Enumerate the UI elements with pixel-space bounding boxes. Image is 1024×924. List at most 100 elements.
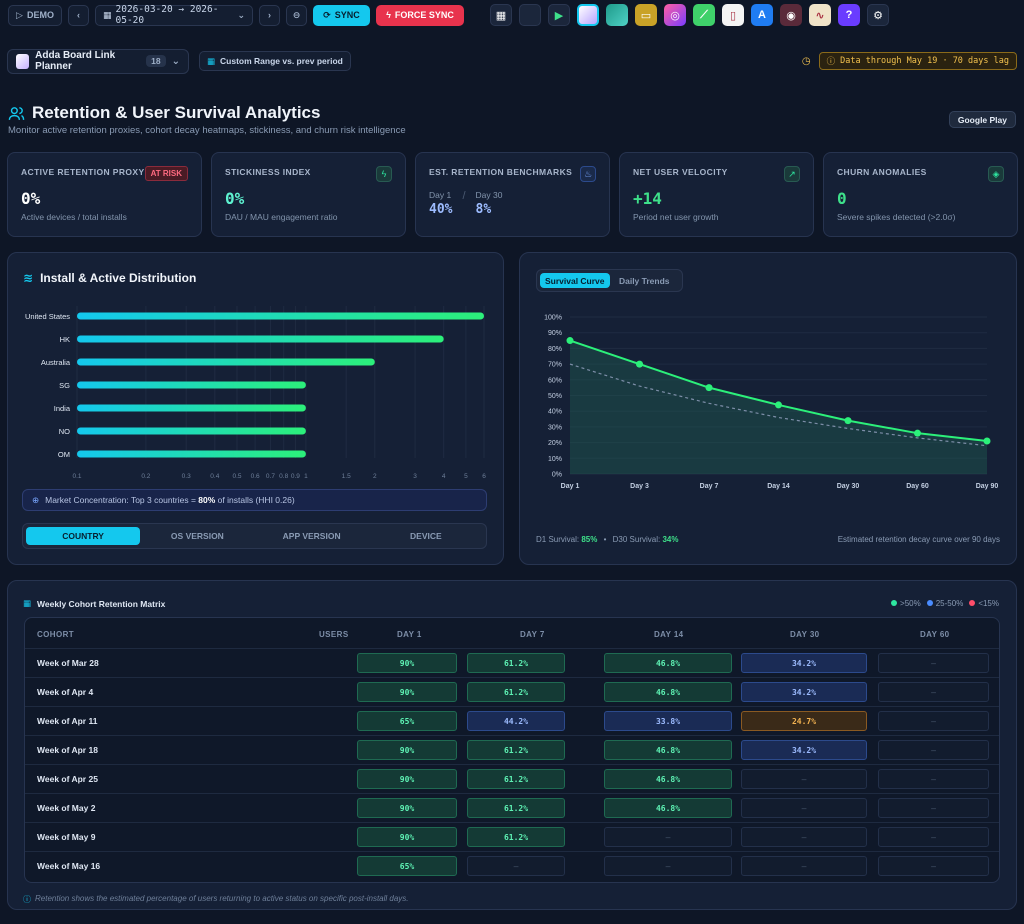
survival-panel [519,252,1017,565]
retention-cell[interactable]: 34.2% [741,653,867,673]
tab-device[interactable]: DEVICE [410,531,442,541]
app-selector[interactable]: Adda Board Link Planner 18 ⌄ [7,48,189,74]
survival-point[interactable] [914,429,921,437]
tab-app-version[interactable]: APP VERSION [282,531,341,541]
retention-cell[interactable]: – [878,653,989,673]
retention-cell[interactable]: 90% [357,682,457,702]
retention-cell[interactable]: – [878,769,989,789]
retention-cell[interactable]: 24.7% [741,711,867,731]
app-tile-icon[interactable]: ▯ [722,4,744,26]
retention-cell[interactable]: – [604,827,732,847]
retention-cell[interactable]: 33.8% [604,711,732,731]
retention-cell[interactable]: – [741,827,867,847]
app-store-icon[interactable]: A [751,4,773,26]
retention-cell[interactable]: – [741,856,867,876]
table-row[interactable]: Week of May 9190%61.2%––– [25,822,999,851]
retention-cell[interactable]: 90% [357,827,457,847]
survival-point[interactable] [983,437,991,445]
retention-cell[interactable]: 46.8% [604,769,732,789]
retention-cell[interactable]: – [878,798,989,818]
country-bar[interactable] [77,358,375,366]
force-sync-button[interactable]: ϟ FORCE SYNC [376,4,464,26]
retention-cell[interactable]: 44.2% [467,711,565,731]
tab-daily-trends[interactable]: Daily Trends [618,275,670,286]
table-row[interactable]: Week of Apr 115065%44.2%33.8%24.7%– [25,706,999,735]
next-range-button[interactable]: › [259,4,280,26]
app-globe-icon[interactable] [606,4,628,26]
tab-os-version[interactable]: OS VERSION [170,531,224,541]
top-toolbar: ▷ DEMO ‹ ▦ 2026-03-20 → 2026-05-20 ⌄ › ⊖… [0,0,1024,30]
retention-cell[interactable]: 90% [357,798,457,818]
app-ring-icon[interactable]: ◎ [664,4,686,26]
country-bar[interactable] [77,450,306,458]
country-bar[interactable] [77,381,306,389]
app-adda-board-icon[interactable] [577,4,599,26]
country-bar[interactable] [77,427,306,435]
apple-icon[interactable] [519,4,541,26]
table-row[interactable]: Week of Mar 28390%61.2%46.8%34.2%– [25,648,999,677]
retention-cell[interactable]: 61.2% [467,769,565,789]
app-map-icon[interactable]: ∿ [809,4,831,26]
retention-cell[interactable]: 61.2% [467,682,565,702]
cohort-name: Week of May 16 [37,861,101,871]
retention-cell[interactable]: 34.2% [741,740,867,760]
survival-point[interactable] [775,401,782,409]
app-switcher: ▦ ▶ ▭ ◎ ⟋ ▯ A ◉ ∿? ⚙ [490,4,889,26]
retention-cell[interactable]: – [467,856,565,876]
google-play-icon[interactable]: ▶ [548,4,570,26]
retention-cell[interactable]: 61.2% [467,798,565,818]
country-bar[interactable] [77,404,306,412]
table-row[interactable]: Week of Apr 4490%61.2%46.8%34.2%– [25,677,999,706]
retention-cell[interactable]: – [878,856,989,876]
retention-cell[interactable]: 46.8% [604,653,732,673]
y-tick-label: 70% [548,362,562,369]
day1-value: 40% [429,202,453,217]
compare-range-button[interactable]: ▦ Custom Range vs. prev period [199,51,351,71]
app-wallet-icon[interactable]: ▭ [635,4,657,26]
settings-gear-icon[interactable]: ⚙ [867,4,889,26]
survival-point[interactable] [636,360,643,368]
retention-cell[interactable]: – [878,740,989,760]
retention-cell[interactable]: – [741,769,867,789]
retention-cell[interactable]: 46.8% [604,740,732,760]
app-badge-icon[interactable]: ◉ [780,4,802,26]
table-row[interactable]: Week of Apr 25190%61.2%46.8%–– [25,764,999,793]
date-range-picker[interactable]: ▦ 2026-03-20 → 2026-05-20 ⌄ [95,4,253,26]
table-row[interactable]: Week of Apr 18190%61.2%46.8%34.2%– [25,735,999,764]
retention-cell[interactable]: 46.8% [604,682,732,702]
x-tick-label: 4 [442,473,446,480]
retention-cell[interactable]: – [604,856,732,876]
tab-survival-curve[interactable]: Survival Curve [540,273,610,288]
demo-button[interactable]: ▷ DEMO [8,4,62,26]
survival-point[interactable] [844,417,852,425]
retention-cell[interactable]: – [878,827,989,847]
retention-cell[interactable]: – [878,682,989,702]
retention-cell[interactable]: – [878,711,989,731]
retention-cell[interactable]: 61.2% [467,740,565,760]
retention-cell[interactable]: 61.2% [467,653,565,673]
grid-icon[interactable]: ▦ [490,4,512,26]
app-feather-icon[interactable]: ⟋ [693,4,715,26]
retention-cell[interactable]: 61.2% [467,827,565,847]
retention-cell[interactable]: 65% [357,856,457,876]
retention-cell[interactable]: 90% [357,740,457,760]
retention-cell[interactable]: 65% [357,711,457,731]
zoom-button[interactable]: ⊖ [286,4,307,26]
table-row[interactable]: Week of May 165065%–––– [25,851,999,880]
survival-point[interactable] [705,384,713,392]
country-bar[interactable] [77,312,484,320]
retention-cell[interactable]: – [741,798,867,818]
survival-point[interactable] [566,337,574,345]
retention-cell[interactable]: 90% [357,769,457,789]
retention-cell[interactable]: 34.2% [741,682,867,702]
app-question-icon[interactable]: ? [838,4,860,26]
table-row[interactable]: Week of May 2190%61.2%46.8%–– [25,793,999,822]
tab-country[interactable]: COUNTRY [26,527,141,545]
prev-range-button[interactable]: ‹ [68,4,89,26]
platform-badge[interactable]: Google Play [948,111,1016,128]
retention-cell[interactable]: 90% [357,653,457,673]
sync-button[interactable]: ⟳ SYNC [313,4,370,26]
survival-chart: 100% 90% 80% 70% 60% 50% 40% 30% 20% 10% 0% Day 1 Da… [544,315,998,491]
retention-cell[interactable]: 46.8% [604,798,732,818]
country-bar[interactable] [77,335,444,343]
